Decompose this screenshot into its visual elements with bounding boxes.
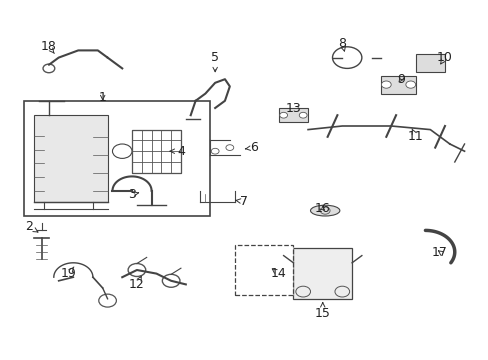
Text: 4: 4 bbox=[177, 145, 184, 158]
Text: 11: 11 bbox=[407, 130, 423, 143]
Bar bbox=[24, 101, 210, 216]
Text: 8: 8 bbox=[338, 37, 346, 50]
Bar bbox=[132, 130, 181, 173]
Text: 13: 13 bbox=[285, 102, 301, 114]
Bar bbox=[234, 245, 293, 295]
Bar bbox=[278, 108, 307, 122]
Bar bbox=[381, 76, 415, 94]
Circle shape bbox=[405, 81, 415, 88]
Bar bbox=[293, 248, 351, 299]
Circle shape bbox=[381, 81, 390, 88]
Circle shape bbox=[279, 112, 287, 118]
Text: 12: 12 bbox=[129, 278, 144, 291]
Text: 5: 5 bbox=[211, 51, 219, 64]
Text: 2: 2 bbox=[25, 220, 33, 233]
Text: 3: 3 bbox=[128, 188, 136, 201]
Text: 6: 6 bbox=[250, 141, 258, 154]
Text: 15: 15 bbox=[314, 307, 330, 320]
Text: 16: 16 bbox=[314, 202, 330, 215]
Circle shape bbox=[299, 112, 306, 118]
Text: 18: 18 bbox=[41, 40, 57, 53]
Text: 7: 7 bbox=[240, 195, 248, 208]
Ellipse shape bbox=[310, 205, 339, 216]
Text: 17: 17 bbox=[431, 246, 447, 258]
Polygon shape bbox=[34, 115, 107, 202]
Text: 1: 1 bbox=[99, 91, 106, 104]
Text: 9: 9 bbox=[396, 73, 404, 86]
Text: 10: 10 bbox=[436, 51, 452, 64]
Text: 19: 19 bbox=[61, 267, 76, 280]
Bar bbox=[415, 54, 444, 72]
Text: 14: 14 bbox=[270, 267, 286, 280]
